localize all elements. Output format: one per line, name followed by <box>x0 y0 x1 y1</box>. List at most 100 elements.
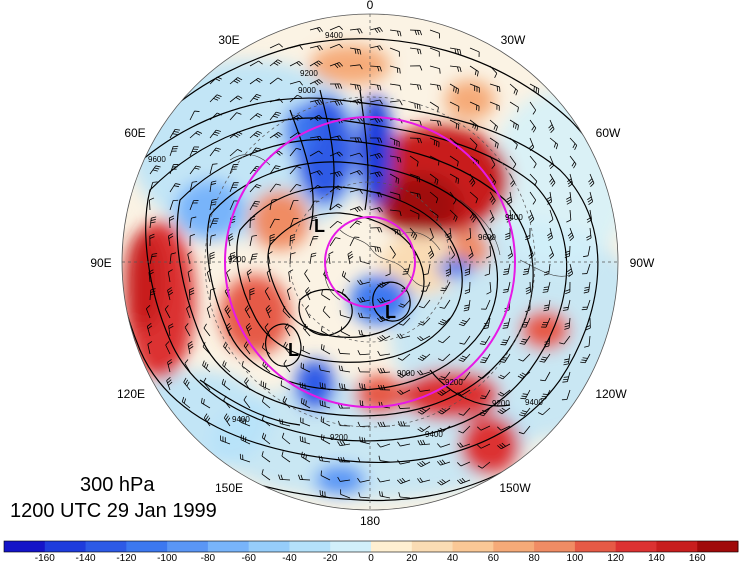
wind-barb-feather <box>251 255 257 258</box>
wind-barb <box>542 407 551 416</box>
wind-barb-feather <box>474 144 478 150</box>
wind-barb-feather <box>441 389 447 394</box>
colorbar-tick-label: 160 <box>689 553 706 561</box>
wind-barb-feather <box>256 93 262 97</box>
wind-barb <box>223 346 231 355</box>
wind-barb-feather <box>427 250 433 255</box>
wind-barb-feather <box>337 441 341 446</box>
wind-barb-feather <box>437 392 442 396</box>
wind-barb-feather <box>399 211 402 217</box>
wind-barb-feather <box>543 286 549 288</box>
wind-barb <box>483 407 491 416</box>
colorbar-tick-label: 20 <box>406 553 418 561</box>
wind-barb-feather <box>316 80 321 85</box>
wind-barb-feather <box>520 340 527 343</box>
wind-barb <box>489 155 496 165</box>
wind-barb <box>481 461 491 469</box>
wind-barb-feather <box>507 252 513 257</box>
wind-barb <box>587 245 591 256</box>
wind-barb-feather <box>537 412 543 416</box>
wind-barb-feather <box>472 218 476 223</box>
wind-barb <box>420 371 431 376</box>
wind-barb-feather <box>377 227 380 233</box>
wind-barb <box>165 344 171 355</box>
wind-barb-feather <box>497 445 502 450</box>
wind-barb <box>209 182 212 193</box>
wind-barb <box>329 203 339 211</box>
wind-barb <box>523 425 531 435</box>
wind-barb-feather <box>459 342 465 345</box>
wind-barb-feather <box>515 90 518 96</box>
wind-barb <box>360 334 371 337</box>
wind-barb-feather <box>497 426 502 431</box>
wind-barb <box>229 149 238 157</box>
wind-barb-feather <box>377 368 381 374</box>
wind-barb-feather <box>298 474 301 480</box>
wind-barb-feather <box>521 372 527 376</box>
wind-barb <box>221 383 231 391</box>
wind-barb-feather <box>254 149 260 152</box>
wind-barb <box>482 371 491 379</box>
wind-barb-feather <box>282 306 286 312</box>
wind-barb-feather <box>486 291 492 295</box>
wind-barb <box>369 207 380 211</box>
wind-barb-feather <box>273 62 279 66</box>
wind-barb-feather <box>399 373 405 377</box>
colorbar-swatch <box>615 541 657 552</box>
wind-barb <box>189 110 195 121</box>
wind-barb <box>281 455 291 463</box>
wind-barb-feather <box>296 183 302 187</box>
wind-barb <box>300 349 311 355</box>
wind-barb <box>480 443 491 449</box>
wind-barb <box>169 146 174 157</box>
contour-label: 9400 <box>325 31 343 40</box>
wind-barb-feather <box>440 376 446 379</box>
wind-barb-feather <box>508 255 513 259</box>
wind-barb-feather <box>354 100 359 105</box>
wind-barb-feather <box>583 255 589 258</box>
wind-barb <box>229 77 238 85</box>
wind-barb-feather <box>290 234 296 237</box>
wind-barb-feather <box>525 235 531 238</box>
wind-barb-feather <box>356 99 361 105</box>
wind-barb-feather <box>438 340 443 344</box>
wind-barb-feather <box>244 377 248 382</box>
wind-barb <box>243 345 251 355</box>
lon-label-0: 0 <box>367 0 374 12</box>
wind-barb-feather <box>343 272 347 278</box>
wind-barb-feather <box>502 356 508 359</box>
wind-barb-feather <box>437 85 439 91</box>
wind-barb-feather <box>485 255 491 259</box>
wind-barb-feather <box>457 49 459 55</box>
wind-barb <box>229 95 239 103</box>
wind-barb-feather <box>203 413 208 419</box>
wind-barb-feather <box>455 177 457 183</box>
wind-barb-feather <box>419 138 422 144</box>
wind-barb-feather <box>475 198 478 204</box>
wind-barb-feather <box>492 200 496 205</box>
wind-barb-feather <box>341 270 345 276</box>
wind-barb-feather <box>314 81 319 86</box>
wind-barb-feather <box>358 329 361 335</box>
wind-barb <box>269 98 280 103</box>
wind-barb-feather <box>206 417 211 423</box>
wind-barb <box>360 260 371 265</box>
wind-barb-feather <box>414 235 418 241</box>
wind-barb <box>409 173 420 178</box>
wind-barb-feather <box>506 199 512 203</box>
wind-barb <box>303 328 311 337</box>
wind-barb <box>489 173 497 183</box>
wind-barb-feather <box>546 199 552 203</box>
wind-barb-feather <box>403 270 409 273</box>
wind-barb-feather <box>227 309 231 314</box>
wind-barb <box>469 209 476 219</box>
wind-barb <box>167 362 171 373</box>
wind-barb-feather <box>189 292 195 296</box>
wind-barb-feather <box>224 343 228 349</box>
wind-barb <box>280 385 291 391</box>
wind-barb-feather <box>228 235 234 239</box>
wind-barb-feather <box>314 100 319 106</box>
lon-label-60w: 60W <box>596 126 621 140</box>
wind-barb <box>240 439 251 445</box>
wind-barb <box>300 421 311 427</box>
